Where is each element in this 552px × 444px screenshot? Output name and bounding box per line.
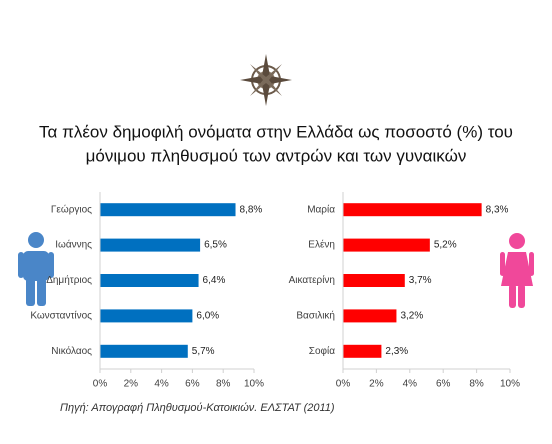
x-tick-label: 10% (244, 379, 264, 390)
x-tick-label: 8% (216, 379, 231, 390)
value-label: 8,8% (240, 204, 263, 215)
category-label: Βασιλική (296, 310, 335, 322)
x-tick-label: 0% (336, 379, 351, 390)
bar (343, 203, 482, 217)
value-label: 3,7% (409, 275, 432, 286)
category-label: Αικατερίνη (289, 274, 335, 286)
value-label: 6,0% (196, 311, 219, 322)
category-label: Σοφία (309, 345, 335, 357)
male-icon (18, 232, 54, 306)
x-tick-label: 2% (369, 379, 384, 390)
value-label: 5,7% (192, 346, 215, 357)
source-note: Πηγή: Απογραφή Πληθυσμού-Κατοικιών. ΕΛΣΤ… (60, 402, 335, 414)
female-icon (500, 233, 534, 308)
bar (100, 344, 188, 358)
bar (100, 274, 199, 287)
category-label: Μαρία (307, 203, 335, 215)
category-label: Δημήτριος (46, 274, 92, 286)
category-label: Νικόλαος (51, 345, 92, 357)
bar (100, 238, 201, 252)
x-tick-label: 6% (436, 379, 451, 390)
category-label: Κωνσταντίνος (30, 310, 92, 322)
category-label: Ιωάννης (55, 239, 92, 251)
category-label: Γεώργιος (51, 203, 92, 215)
x-tick-label: 10% (500, 379, 520, 390)
bar (343, 238, 430, 252)
logo (240, 54, 292, 106)
bar (343, 274, 405, 287)
value-label: 6,5% (204, 240, 227, 251)
bar (100, 309, 193, 323)
value-label: 8,3% (486, 204, 509, 215)
bar (100, 203, 236, 217)
x-tick-label: 4% (403, 379, 418, 390)
value-label: 3,2% (400, 311, 423, 322)
x-tick-label: 2% (124, 379, 139, 390)
x-tick-label: 0% (93, 379, 108, 390)
value-label: 5,2% (434, 240, 457, 251)
chart-title: Τα πλέον δημοφιλή ονόματα στην Ελλάδα ως… (39, 122, 513, 141)
x-tick-label: 8% (469, 379, 484, 390)
bar (343, 309, 397, 323)
value-label: 2,3% (385, 346, 408, 357)
value-label: 6,4% (203, 275, 226, 286)
x-tick-label: 4% (154, 379, 169, 390)
category-label: Ελένη (308, 239, 335, 251)
x-tick-label: 6% (185, 379, 200, 390)
bar (343, 344, 382, 358)
chart-title: μόνιμου πληθυσμού των αντρών και των γυν… (86, 146, 467, 165)
